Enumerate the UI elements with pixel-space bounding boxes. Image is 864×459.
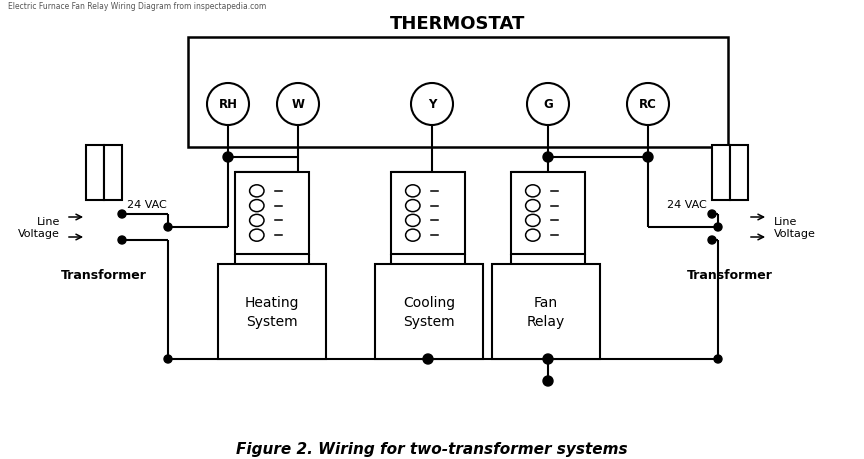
Circle shape <box>714 355 722 363</box>
Text: RH: RH <box>219 98 238 111</box>
Ellipse shape <box>525 200 540 212</box>
FancyBboxPatch shape <box>511 173 585 254</box>
Circle shape <box>627 84 669 126</box>
Ellipse shape <box>405 215 420 227</box>
Circle shape <box>118 211 126 218</box>
Circle shape <box>543 153 553 162</box>
Ellipse shape <box>525 230 540 242</box>
FancyBboxPatch shape <box>375 264 483 359</box>
Ellipse shape <box>405 200 420 212</box>
Circle shape <box>708 211 716 218</box>
FancyBboxPatch shape <box>235 173 309 254</box>
Text: Fan
Relay: Fan Relay <box>527 296 565 328</box>
Circle shape <box>207 84 249 126</box>
FancyBboxPatch shape <box>391 173 465 254</box>
FancyBboxPatch shape <box>218 264 326 359</box>
Text: Figure 2. Wiring for two-transformer systems: Figure 2. Wiring for two-transformer sys… <box>236 442 628 457</box>
Circle shape <box>714 224 722 231</box>
FancyBboxPatch shape <box>104 145 122 200</box>
FancyBboxPatch shape <box>86 145 104 200</box>
Circle shape <box>277 84 319 126</box>
Text: Line
Voltage: Line Voltage <box>774 217 816 238</box>
Ellipse shape <box>525 185 540 197</box>
FancyBboxPatch shape <box>492 264 600 359</box>
Text: RC: RC <box>639 98 657 111</box>
Circle shape <box>708 236 716 245</box>
Text: W: W <box>291 98 304 111</box>
Ellipse shape <box>250 215 264 227</box>
Text: Line
Voltage: Line Voltage <box>18 217 60 238</box>
Text: Transformer: Transformer <box>61 269 147 281</box>
Circle shape <box>543 376 553 386</box>
Text: Heating
System: Heating System <box>245 296 299 328</box>
Text: 24 VAC: 24 VAC <box>667 200 707 210</box>
Text: THERMOSTAT: THERMOSTAT <box>391 15 525 33</box>
Ellipse shape <box>405 185 420 197</box>
Text: Transformer: Transformer <box>687 269 773 281</box>
Circle shape <box>223 153 233 162</box>
FancyBboxPatch shape <box>712 145 730 200</box>
FancyBboxPatch shape <box>730 145 748 200</box>
Text: 24 VAC: 24 VAC <box>127 200 167 210</box>
Text: Y: Y <box>428 98 436 111</box>
Circle shape <box>118 236 126 245</box>
Ellipse shape <box>250 200 264 212</box>
Text: Cooling
System: Cooling System <box>403 296 455 328</box>
Circle shape <box>411 84 453 126</box>
Text: G: G <box>543 98 553 111</box>
Ellipse shape <box>250 185 264 197</box>
Circle shape <box>423 354 433 364</box>
FancyBboxPatch shape <box>188 38 728 148</box>
Circle shape <box>643 153 653 162</box>
Circle shape <box>527 84 569 126</box>
Ellipse shape <box>525 215 540 227</box>
Circle shape <box>164 224 172 231</box>
Ellipse shape <box>405 230 420 242</box>
Circle shape <box>164 355 172 363</box>
Ellipse shape <box>250 230 264 242</box>
Circle shape <box>543 354 553 364</box>
Text: Electric Furnace Fan Relay Wiring Diagram from inspectapedia.com: Electric Furnace Fan Relay Wiring Diagra… <box>8 1 266 11</box>
